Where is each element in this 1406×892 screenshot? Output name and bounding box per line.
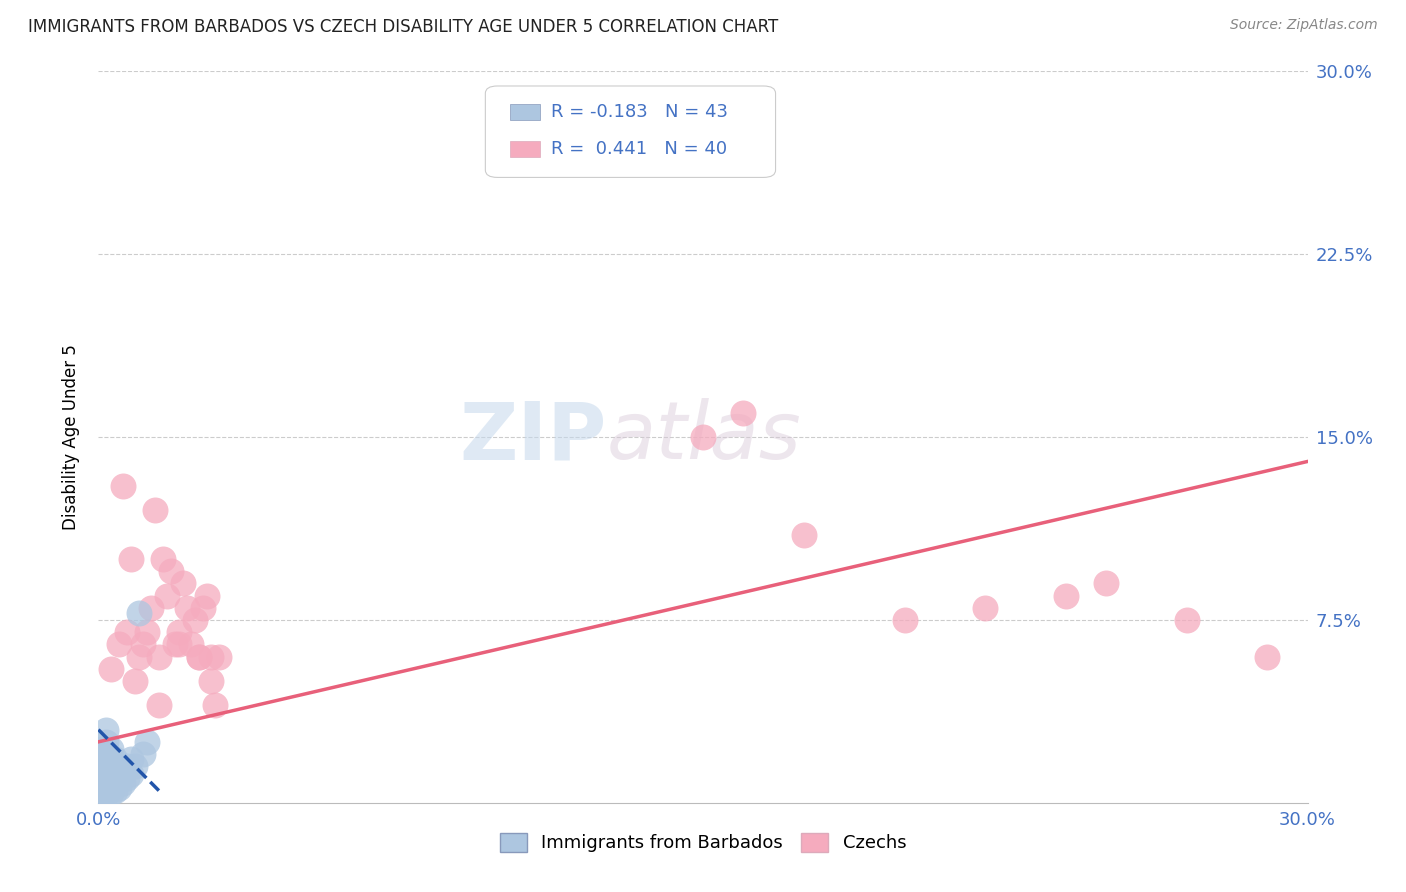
Point <box>143 503 166 517</box>
Text: R = -0.183   N = 43: R = -0.183 N = 43 <box>551 103 728 121</box>
Point <box>1095 576 1118 591</box>
Point <box>107 759 129 773</box>
Point <box>103 783 125 797</box>
Point <box>139 600 162 615</box>
Point <box>103 766 125 780</box>
Point <box>111 479 134 493</box>
Point <box>132 747 155 761</box>
Point <box>172 576 194 591</box>
Point <box>103 776 125 790</box>
Point <box>91 783 114 797</box>
Point <box>100 786 122 800</box>
Point <box>167 625 190 640</box>
Point <box>91 752 114 766</box>
Point <box>107 637 129 651</box>
FancyBboxPatch shape <box>509 141 540 157</box>
Point <box>91 791 114 805</box>
Point <box>124 673 146 688</box>
Point <box>120 752 142 766</box>
Point <box>96 766 118 780</box>
Point <box>120 766 142 780</box>
Point <box>167 637 190 651</box>
FancyBboxPatch shape <box>509 104 540 120</box>
Point <box>733 406 755 420</box>
FancyBboxPatch shape <box>485 86 776 178</box>
Point <box>91 759 114 773</box>
Point <box>195 589 218 603</box>
Point <box>135 735 157 749</box>
Point <box>163 637 186 651</box>
Point <box>107 772 129 786</box>
Point <box>152 552 174 566</box>
Point <box>100 662 122 676</box>
Point <box>128 649 150 664</box>
Point <box>103 752 125 766</box>
Point <box>111 766 134 780</box>
Point <box>1054 589 1077 603</box>
Point <box>793 527 815 541</box>
Point <box>1256 649 1278 664</box>
Point <box>974 600 997 615</box>
Point <box>96 789 118 803</box>
Point <box>188 649 211 664</box>
Point <box>91 766 114 780</box>
Point <box>100 742 122 756</box>
Point <box>176 600 198 615</box>
Y-axis label: Disability Age Under 5: Disability Age Under 5 <box>62 344 80 530</box>
Point <box>160 564 183 578</box>
Point <box>91 742 114 756</box>
Point <box>893 613 915 627</box>
Point <box>193 600 215 615</box>
Point <box>1175 613 1198 627</box>
Point <box>156 589 179 603</box>
Point <box>124 759 146 773</box>
Point <box>96 752 118 766</box>
Point <box>692 430 714 444</box>
Point <box>128 606 150 620</box>
Point <box>91 779 114 793</box>
Point <box>111 776 134 790</box>
Point <box>96 735 118 749</box>
Text: IMMIGRANTS FROM BARBADOS VS CZECH DISABILITY AGE UNDER 5 CORRELATION CHART: IMMIGRANTS FROM BARBADOS VS CZECH DISABI… <box>28 18 779 36</box>
Point <box>96 759 118 773</box>
Point <box>96 783 118 797</box>
Text: Source: ZipAtlas.com: Source: ZipAtlas.com <box>1230 18 1378 32</box>
Point <box>91 781 114 796</box>
Point <box>120 552 142 566</box>
Point <box>204 698 226 713</box>
Point <box>96 779 118 793</box>
Point <box>96 773 118 788</box>
Point <box>148 649 170 664</box>
Point <box>115 772 138 786</box>
Text: atlas: atlas <box>606 398 801 476</box>
Point <box>208 649 231 664</box>
Point <box>188 649 211 664</box>
Point <box>100 781 122 796</box>
Point <box>107 781 129 796</box>
Point <box>100 752 122 766</box>
Point <box>135 625 157 640</box>
Point <box>184 613 207 627</box>
Point <box>115 759 138 773</box>
Point <box>200 649 222 664</box>
Point <box>200 673 222 688</box>
Point <box>91 772 114 786</box>
Point <box>96 723 118 737</box>
Point <box>180 637 202 651</box>
Point <box>132 637 155 651</box>
Point <box>115 625 138 640</box>
Text: ZIP: ZIP <box>458 398 606 476</box>
Point <box>100 762 122 776</box>
Point <box>148 698 170 713</box>
Legend: Immigrants from Barbados, Czechs: Immigrants from Barbados, Czechs <box>492 826 914 860</box>
Point <box>91 786 114 800</box>
Text: R =  0.441   N = 40: R = 0.441 N = 40 <box>551 140 727 158</box>
Point <box>96 742 118 756</box>
Point <box>100 772 122 786</box>
